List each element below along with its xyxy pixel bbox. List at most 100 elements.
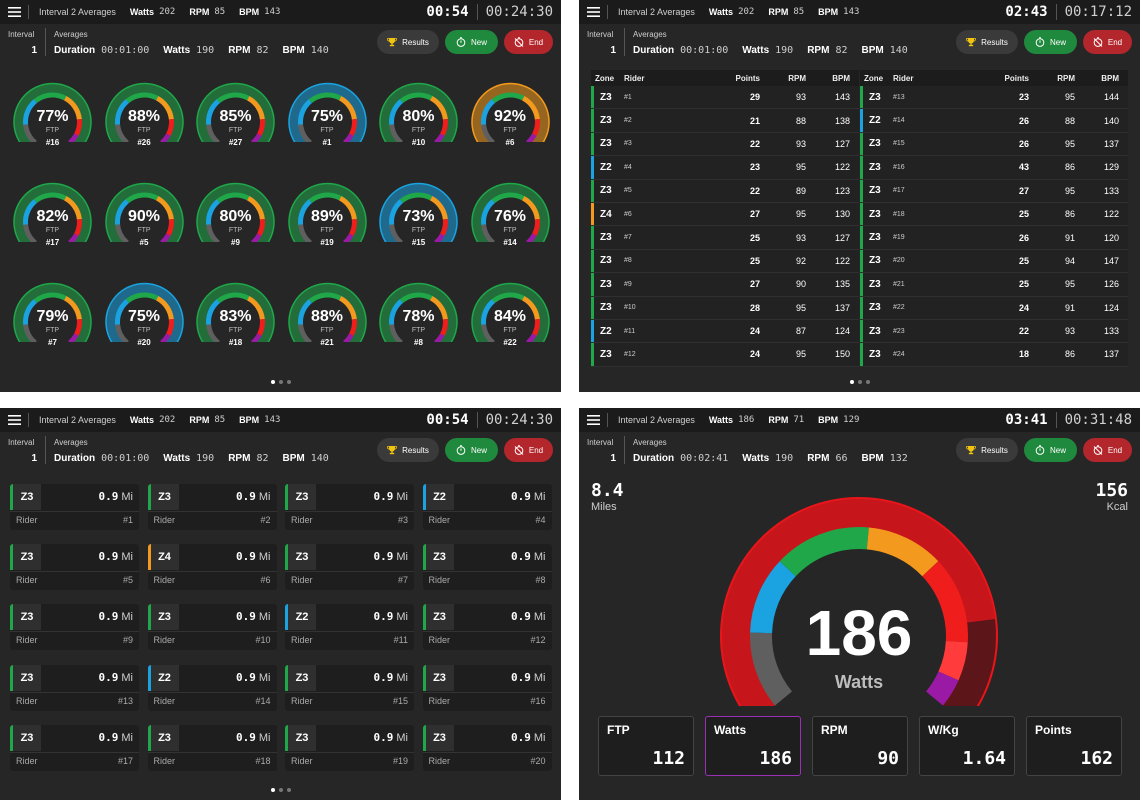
metric-tile[interactable]: RPM 90 [812,716,908,776]
rider-card[interactable]: Z2 0.9 Mi Rider #11 [285,604,414,651]
rider-gauge[interactable]: 78% FTP #8 [373,274,464,370]
new-button[interactable]: New [445,438,498,462]
table-row[interactable]: Z3 #15 26 95 137 [860,132,1128,157]
results-button[interactable]: Results [377,30,439,54]
page-dot[interactable] [278,788,283,792]
card-distance: 0.9 Mi [373,550,408,563]
table-row[interactable]: Z3 #9 27 90 135 [591,273,859,297]
rider-gauge[interactable]: 83% FTP #18 [190,274,281,370]
menu-icon[interactable] [579,0,607,24]
menu-icon[interactable] [0,0,28,24]
rider-gauge[interactable]: 79% FTP #7 [7,274,98,370]
rider-gauge[interactable]: 89% FTP #19 [282,174,373,270]
rider-gauge[interactable]: 85% FTP #27 [190,74,281,170]
rider-gauge[interactable]: 80% FTP #9 [190,174,281,270]
end-button[interactable]: End [1083,30,1132,54]
table-row[interactable]: Z3 #8 25 92 122 [591,249,859,274]
rider-gauge[interactable]: 84% FTP #22 [465,274,556,370]
end-button[interactable]: End [504,438,553,462]
rider-card[interactable]: Z3 0.9 Mi Rider #15 [285,664,414,711]
rider-card[interactable]: Z3 0.9 Mi Rider #17 [10,724,139,771]
table-row[interactable]: Z2 #11 24 87 124 [591,319,859,344]
rider-card[interactable]: Z2 0.9 Mi Rider #14 [147,664,277,711]
table-row[interactable]: Z4 #6 27 95 130 [591,202,859,227]
rider-card[interactable]: Z3 0.9 Mi Rider #12 [422,604,552,651]
table-row[interactable]: Z2 #14 26 88 140 [860,109,1128,133]
table-row[interactable]: Z3 #7 25 93 127 [591,226,859,250]
page-dot[interactable] [865,380,870,384]
rider-card[interactable]: Z4 0.9 Mi Rider #6 [147,544,277,591]
table-row[interactable]: Z3 #23 22 93 133 [860,319,1128,344]
rider-gauge[interactable]: 82% FTP #17 [7,174,98,270]
table-row[interactable]: Z2 #4 23 95 122 [591,156,859,180]
metric-tile[interactable]: W/Kg 1.64 [919,716,1015,776]
rider-card[interactable]: Z3 0.9 Mi Rider #16 [422,664,552,711]
menu-icon[interactable] [0,408,28,432]
table-row[interactable]: Z3 #10 28 95 137 [591,296,859,320]
results-button[interactable]: Results [956,30,1018,54]
row-rider: #19 [893,234,905,242]
rider-gauge[interactable]: 75% FTP #1 [282,74,373,170]
page-dot[interactable] [857,380,862,384]
table-row[interactable]: Z3 #12 24 95 150 [591,343,859,367]
page-dot[interactable] [286,380,291,384]
table-row[interactable]: Z3 #2 21 88 138 [591,109,859,133]
rider-card[interactable]: Z3 0.9 Mi Rider #9 [10,604,139,651]
page-dot[interactable] [270,380,275,384]
row-zone: Z3 [600,348,612,360]
results-button[interactable]: Results [377,438,439,462]
metric-tile[interactable]: Watts 186 [705,716,801,776]
results-button[interactable]: Results [956,438,1018,462]
table-row[interactable]: Z3 #13 23 95 144 [860,86,1128,110]
divider [607,413,608,427]
menu-icon[interactable] [579,408,607,432]
rider-card[interactable]: Z3 0.9 Mi Rider #7 [285,544,414,591]
table-row[interactable]: Z3 #17 27 95 133 [860,179,1128,203]
page-dot[interactable] [270,788,275,792]
rider-card[interactable]: Z2 0.9 Mi Rider #4 [422,484,552,530]
rider-gauge[interactable]: 76% FTP #14 [465,174,556,270]
new-button[interactable]: New [1024,438,1077,462]
rider-gauge[interactable]: 88% FTP #21 [282,274,373,370]
table-row[interactable]: Z3 #1 29 93 143 [591,86,859,110]
rider-card[interactable]: Z3 0.9 Mi Rider #20 [422,724,552,771]
metric-tile[interactable]: FTP 112 [598,716,694,776]
rider-card[interactable]: Z3 0.9 Mi Rider #10 [147,604,277,651]
table-row[interactable]: Z3 #3 22 93 127 [591,132,859,157]
rider-card[interactable]: Z3 0.9 Mi Rider #8 [422,544,552,591]
table-row[interactable]: Z3 #18 25 86 122 [860,202,1128,227]
rider-card[interactable]: Z3 0.9 Mi Rider #5 [10,544,139,591]
rider-card[interactable]: Z3 0.9 Mi Rider #19 [285,724,414,771]
rider-gauge[interactable]: 92% FTP #6 [465,74,556,170]
rider-gauge[interactable]: 75% FTP #20 [99,274,190,370]
rider-card[interactable]: Z3 0.9 Mi Rider #2 [147,484,277,530]
rider-gauge[interactable]: 90% FTP #5 [99,174,190,270]
rider-gauge[interactable]: 80% FTP #10 [373,74,464,170]
new-button[interactable]: New [445,30,498,54]
rider-gauge[interactable]: 77% FTP #16 [7,74,98,170]
end-button[interactable]: End [1083,438,1132,462]
table-row[interactable]: Z3 #20 25 94 147 [860,249,1128,274]
table-row[interactable]: Z3 #24 18 86 137 [860,343,1128,367]
table-row[interactable]: Z3 #19 26 91 120 [860,226,1128,250]
page-dot[interactable] [849,380,854,384]
metric-tile[interactable]: Points 162 [1026,716,1122,776]
table-row[interactable]: Z3 #16 43 86 129 [860,156,1128,180]
table-row[interactable]: Z3 #5 22 89 123 [591,179,859,203]
page-dot[interactable] [286,788,291,792]
rider-card[interactable]: Z3 0.9 Mi Rider #13 [10,664,139,711]
page-dot[interactable] [278,380,283,384]
new-button[interactable]: New [1024,30,1077,54]
page-indicator[interactable] [0,380,561,384]
page-indicator[interactable] [0,788,561,792]
rider-gauge[interactable]: 73% FTP #15 [373,174,464,270]
row-rpm: 91 [1064,302,1075,313]
end-button[interactable]: End [504,30,553,54]
rider-card[interactable]: Z3 0.9 Mi Rider #18 [147,724,277,771]
table-row[interactable]: Z3 #21 25 95 126 [860,273,1128,297]
table-row[interactable]: Z3 #22 24 91 124 [860,296,1128,320]
page-indicator[interactable] [579,380,1140,384]
rider-card[interactable]: Z3 0.9 Mi Rider #3 [285,484,414,530]
rider-gauge[interactable]: 88% FTP #26 [99,74,190,170]
rider-card[interactable]: Z3 0.9 Mi Rider #1 [10,484,139,530]
